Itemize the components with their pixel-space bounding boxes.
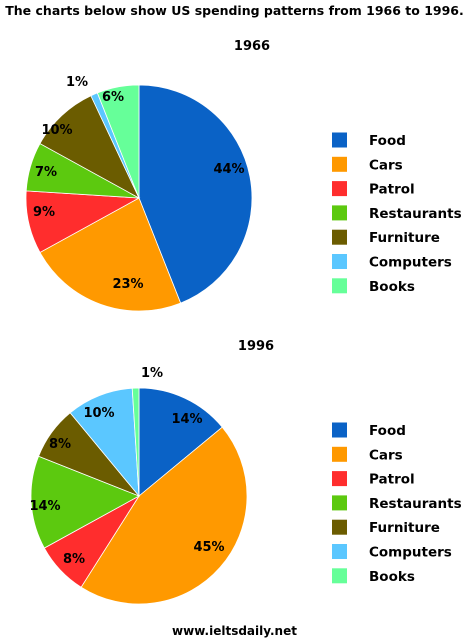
- pie-slice-books-1966: [96, 84, 140, 199]
- chart-title-1966: 1966: [234, 39, 270, 54]
- legend-swatch-furniture-1966: [332, 229, 347, 245]
- legend-label-food-1966: Food: [369, 133, 406, 149]
- legend-label-computers-1966: Computers: [369, 255, 452, 271]
- slice-label-restaurants-1996: 14%: [29, 499, 60, 514]
- legend-swatch-patrol-1966: [332, 181, 347, 197]
- legend-swatch-food-1996: [332, 422, 347, 438]
- slice-label-restaurants-1966: 7%: [35, 165, 57, 180]
- legend-label-cars-1996: Cars: [369, 447, 403, 463]
- slice-label-computers-1996: 10%: [83, 406, 114, 421]
- pie-slice-cars-1966: [39, 197, 182, 312]
- legend-swatch-cars-1966: [332, 156, 347, 172]
- slice-label-patrol-1996: 8%: [63, 552, 85, 567]
- pie-chart-1996: 1996 14% 45% 8% 14% 8% 10% 1% Food Cars Patrol Rest…: [29, 339, 462, 605]
- legend-swatch-books-1966: [332, 278, 347, 294]
- legend-label-food-1996: Food: [369, 423, 406, 439]
- pie-slice-food-1996: [138, 387, 223, 497]
- legend-swatch-books-1996: [332, 568, 347, 584]
- slice-label-books-1966: 6%: [102, 90, 124, 105]
- slice-label-cars-1996: 45%: [193, 540, 224, 555]
- legend-label-furniture-1966: Furniture: [369, 230, 440, 246]
- page-title: The charts below show US spending patter…: [5, 3, 464, 18]
- legend-label-cars-1966: Cars: [369, 157, 403, 173]
- pie-slice-furniture-1966: [39, 95, 140, 199]
- legend-swatch-computers-1996: [332, 544, 347, 559]
- legend-label-patrol-1996: Patrol: [369, 472, 415, 488]
- legend-swatch-furniture-1996: [332, 519, 347, 535]
- pie-slice-food-1966: [138, 84, 253, 304]
- slice-label-furniture-1996: 8%: [49, 437, 71, 452]
- footer-watermark: www.ieltsdaily.net: [172, 624, 297, 638]
- legend-label-furniture-1996: Furniture: [369, 520, 440, 536]
- slice-label-food-1966: 44%: [213, 162, 244, 177]
- legend-swatch-restaurants-1966: [332, 205, 347, 221]
- legend-swatch-restaurants-1996: [332, 495, 347, 511]
- pie-slice-books-1996: [131, 387, 140, 497]
- pie-slice-cars-1996: [80, 426, 248, 605]
- legend-label-books-1966: Books: [369, 279, 415, 295]
- pie-chart-1966: 1966 44% 23% 9% 7% 10% 1% 6% Food Cars Patrol Resta…: [25, 39, 462, 312]
- legend-swatch-cars-1996: [332, 446, 347, 462]
- pie-slice-restaurants-1996: [30, 455, 140, 549]
- legend-label-books-1996: Books: [369, 569, 415, 585]
- slice-label-patrol-1966: 9%: [33, 205, 55, 220]
- legend-label-computers-1996: Computers: [369, 545, 452, 561]
- legend-swatch-computers-1966: [332, 254, 347, 269]
- chart-title-1996: 1996: [238, 339, 274, 354]
- legend-label-restaurants-1966: Restaurants: [369, 206, 462, 222]
- legend-label-patrol-1966: Patrol: [369, 182, 415, 198]
- legend-label-restaurants-1996: Restaurants: [369, 496, 462, 512]
- legend-swatch-patrol-1996: [332, 471, 347, 487]
- slice-label-cars-1966: 23%: [112, 277, 143, 292]
- slice-label-furniture-1966: 10%: [41, 123, 72, 138]
- slice-label-books-1996: 1%: [141, 366, 163, 381]
- slice-label-food-1996: 14%: [171, 412, 202, 427]
- slice-label-computers-1966: 1%: [66, 75, 88, 90]
- legend-swatch-food-1966: [332, 132, 347, 148]
